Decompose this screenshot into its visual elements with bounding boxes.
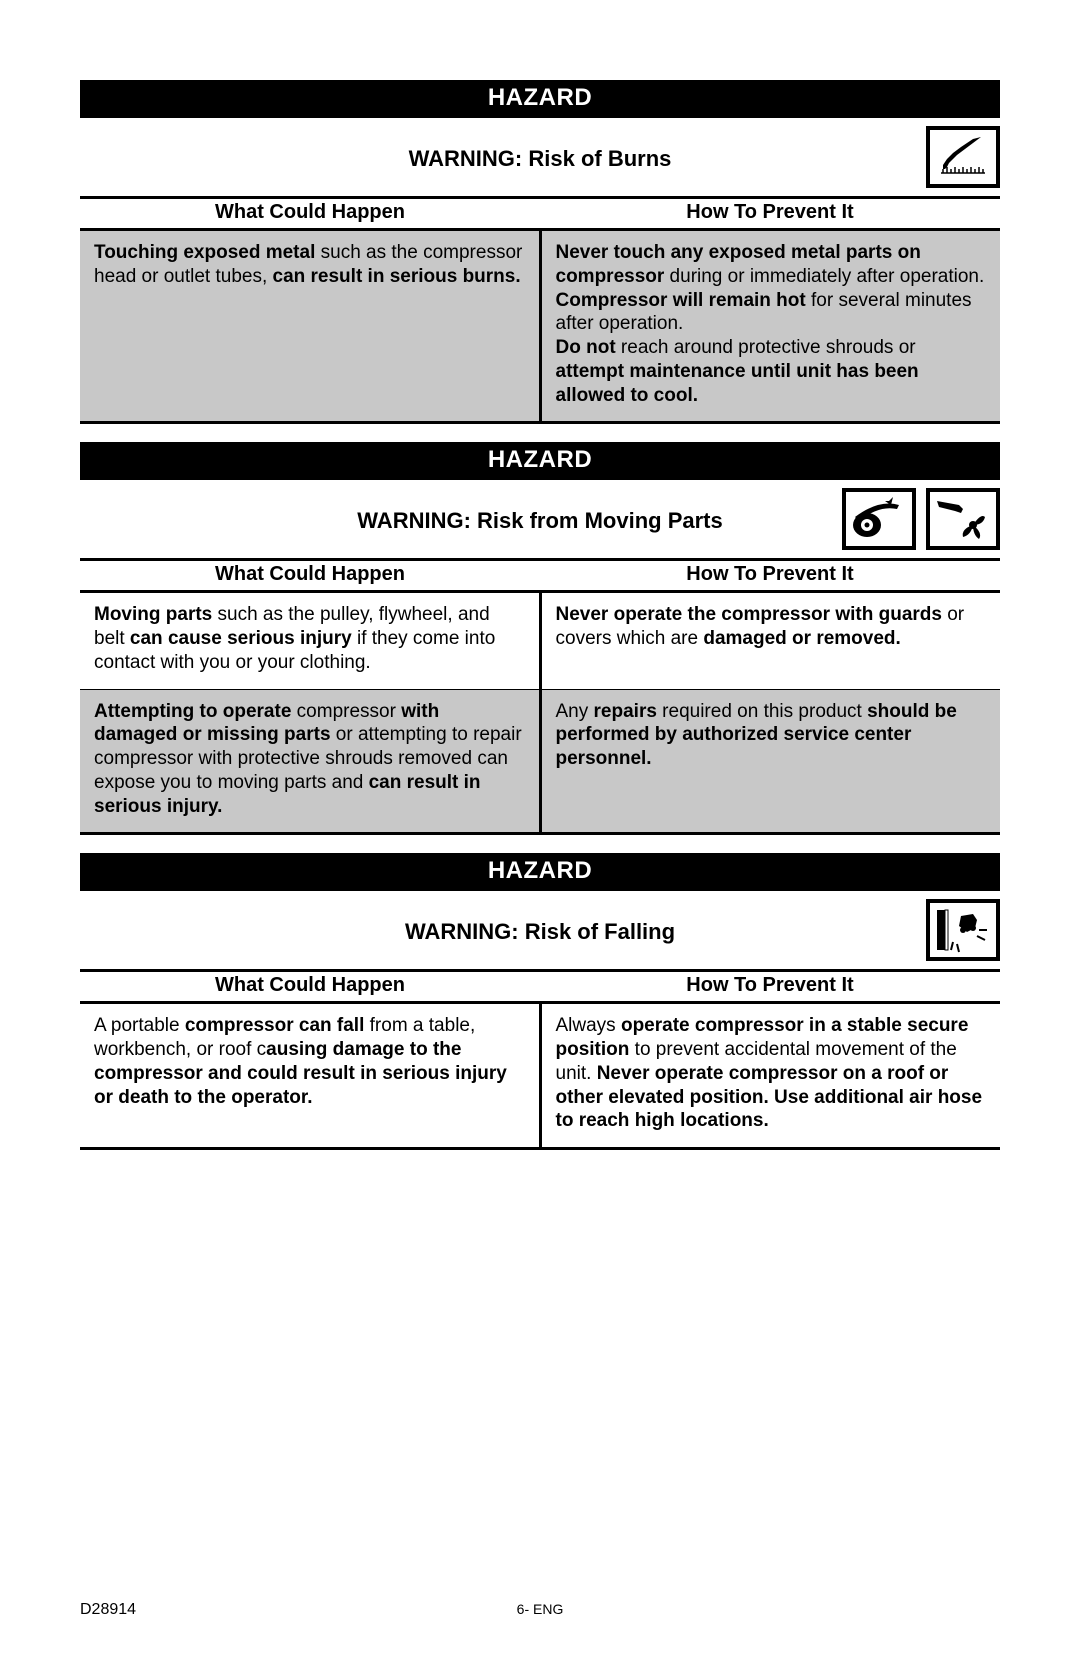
manual-page: HAZARD WARNING: Risk of Burns What Could… [0,0,1080,1669]
warning-title: WARNING: Risk of Burns [80,146,1000,172]
col-header-happen: What Could Happen [80,561,540,590]
col-header-prevent: How To Prevent It [540,561,1000,590]
icon-group [842,488,1000,550]
warning-title: WARNING: Risk of Falling [80,919,1000,945]
belt-pulley-icon [842,488,916,550]
hazard-table: What Could Happen How To Prevent It Touc… [80,196,1000,424]
table-row: Attempting to operate compressor with da… [80,689,1000,833]
hand-fan-icon [926,488,1000,550]
cell-happen: Moving parts such as the pulley, flywhee… [80,593,542,688]
table-header-row: What Could Happen How To Prevent It [80,561,1000,593]
hazard-bar: HAZARD [80,853,1000,891]
cell-happen: A portable compressor can fall from a ta… [80,1004,542,1147]
table-header-row: What Could Happen How To Prevent It [80,972,1000,1004]
cell-prevent: Always operate compressor in a stable se… [542,1004,1001,1147]
warning-row: WARNING: Risk of Burns [80,118,1000,196]
icon-group [926,899,1000,961]
table-row: Moving parts such as the pulley, flywhee… [80,593,1000,688]
cell-happen: Touching exposed metal such as the compr… [80,231,542,421]
cell-happen: Attempting to operate compressor with da… [80,690,542,833]
table-row: A portable compressor can fall from a ta… [80,1004,1000,1147]
hazard-section-falling: HAZARD WARNING: Risk of Falling [80,853,1000,1150]
hand-heat-icon [926,126,1000,188]
hazard-section-burns: HAZARD WARNING: Risk of Burns What Could… [80,80,1000,424]
falling-compressor-icon [926,899,1000,961]
table-header-row: What Could Happen How To Prevent It [80,199,1000,231]
warning-row: WARNING: Risk of Falling [80,891,1000,969]
page-footer: D28914 6- ENG [80,1601,1000,1619]
hazard-section-moving-parts: HAZARD WARNING: Risk from Moving Parts [80,442,1000,835]
hazard-bar: HAZARD [80,80,1000,118]
table-row: Touching exposed metal such as the compr… [80,231,1000,421]
cell-prevent: Never touch any exposed metal parts on c… [542,231,1001,421]
hazard-table: What Could Happen How To Prevent It A po… [80,969,1000,1150]
page-number: 6- ENG [80,1601,1000,1617]
col-header-happen: What Could Happen [80,972,540,1001]
icon-group [926,126,1000,188]
cell-prevent: Any repairs required on this product sho… [542,690,1001,833]
col-header-prevent: How To Prevent It [540,199,1000,228]
col-header-prevent: How To Prevent It [540,972,1000,1001]
col-header-happen: What Could Happen [80,199,540,228]
hazard-table: What Could Happen How To Prevent It Movi… [80,558,1000,835]
warning-row: WARNING: Risk from Moving Parts [80,480,1000,558]
hazard-bar: HAZARD [80,442,1000,480]
cell-prevent: Never operate the compressor with guards… [542,593,1001,688]
